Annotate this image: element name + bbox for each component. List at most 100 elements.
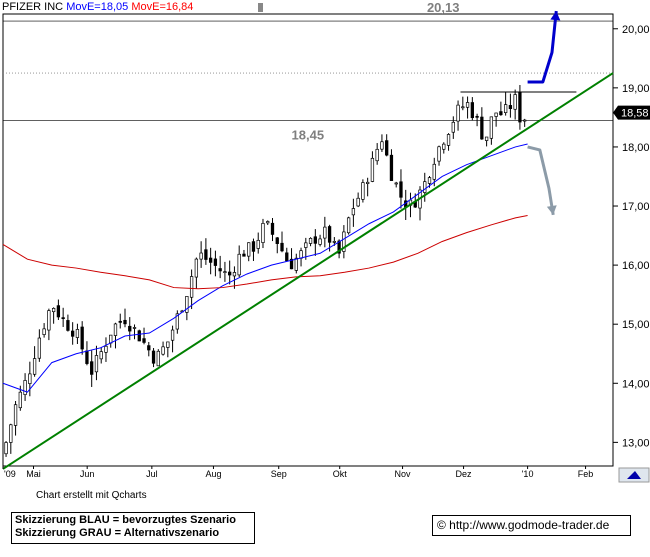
last-price-label: 18,58 <box>621 108 649 120</box>
candle-body <box>480 116 484 140</box>
candle-body <box>266 221 270 224</box>
candle-body <box>251 241 256 252</box>
candle-body <box>170 329 175 341</box>
candle-body <box>156 350 160 367</box>
candle-body <box>285 252 289 262</box>
candle-body <box>318 238 322 245</box>
candle-body <box>99 351 103 360</box>
ma2-label: MovE=16,84 <box>131 1 194 13</box>
candle-body <box>4 442 8 455</box>
candle-body <box>508 105 513 110</box>
candle-body <box>56 305 61 318</box>
candle-body <box>370 157 375 182</box>
candle-body <box>137 330 141 342</box>
candle-body <box>123 319 127 325</box>
x-tick-label: Sep <box>271 469 287 479</box>
candle-body <box>213 258 218 266</box>
candle-body <box>356 197 360 207</box>
candle-body <box>32 358 37 375</box>
candle-body <box>223 271 227 273</box>
candle-body <box>470 102 474 119</box>
candle-body <box>199 252 203 260</box>
moving-average-line <box>2 214 528 290</box>
x-tick-label: Aug <box>205 469 221 479</box>
candle-body <box>23 380 27 395</box>
candle-body <box>71 330 75 337</box>
candle-body <box>332 241 337 243</box>
moving-average-line <box>2 143 528 393</box>
candle-body <box>161 346 165 355</box>
candle-body <box>518 92 522 123</box>
candle-body <box>461 106 465 109</box>
candle-body <box>389 154 394 181</box>
level-label-18-45: 18,45 <box>292 127 325 142</box>
candle-body <box>494 112 498 117</box>
candle-body <box>380 141 384 150</box>
candle-body <box>61 317 65 319</box>
candle-body <box>128 325 132 332</box>
candle-body <box>327 226 332 243</box>
candle-body <box>175 313 179 330</box>
candle-body <box>85 350 89 364</box>
candle-body <box>18 391 22 409</box>
candle-body <box>132 327 137 329</box>
candle-body <box>9 424 13 443</box>
candle-body <box>194 258 199 278</box>
candle-body <box>499 111 503 116</box>
candle-body <box>66 320 70 331</box>
candle-body <box>523 119 527 122</box>
y-tick-label: 13,00 <box>622 437 650 449</box>
candle-body <box>189 276 194 298</box>
symbol-label: PFIZER INC <box>2 1 64 13</box>
candle-body <box>437 146 441 162</box>
candle-body <box>80 326 84 350</box>
candle-body <box>204 249 208 260</box>
candle-body <box>432 163 436 180</box>
y-tick-label: 20,00 <box>622 24 650 36</box>
candle-body <box>375 148 379 162</box>
y-tick-label: 16,00 <box>622 260 650 272</box>
candle-body <box>166 341 170 348</box>
candle-body <box>51 308 56 313</box>
candle-body <box>342 231 346 252</box>
scenario-legend: Skizzierung BLAU = bevorzugtes Szenario … <box>11 512 255 544</box>
plot-frame <box>2 13 614 467</box>
credit-text: Chart erstellt mit Qcharts <box>36 490 147 501</box>
x-tick-label: Feb <box>578 469 594 479</box>
candle-body <box>247 242 251 257</box>
candle-body <box>42 328 46 335</box>
y-tick-label: 18,00 <box>622 142 650 154</box>
candle-body <box>427 177 432 184</box>
scenario-arrow-head <box>546 205 557 215</box>
legend-blue: Skizzierung BLAU = bevorzugtes Szenario <box>15 514 236 526</box>
candle-body <box>489 116 494 139</box>
x-tick-label: '09 <box>4 469 16 479</box>
candle-body <box>104 345 108 353</box>
y-tick-label: 14,00 <box>622 378 650 390</box>
candle-body <box>90 361 94 375</box>
candle-body <box>366 181 370 184</box>
scenario-arrow-line <box>527 145 555 216</box>
candle-body <box>13 404 18 426</box>
candle-body <box>147 345 151 351</box>
candle-body <box>503 104 508 113</box>
x-tick-label: Nov <box>395 469 412 479</box>
candle-body <box>337 240 341 254</box>
candle-body <box>451 121 455 133</box>
candle-body <box>351 208 356 216</box>
candle-body <box>385 140 389 156</box>
candle-body <box>446 134 451 146</box>
candle-body <box>313 236 317 244</box>
candle-body <box>228 271 232 276</box>
candle-body <box>208 257 213 263</box>
candle-body <box>423 181 427 193</box>
candle-body <box>109 334 113 344</box>
x-tick-label: Jul <box>146 469 158 479</box>
candle-body <box>28 373 32 384</box>
candle-body <box>270 222 275 235</box>
legend-gray: Skizzierung GRAU = Alternativszenario <box>15 527 220 539</box>
candle-body <box>465 102 470 108</box>
y-tick-label: 19,00 <box>622 83 650 95</box>
candle-body <box>513 94 517 110</box>
